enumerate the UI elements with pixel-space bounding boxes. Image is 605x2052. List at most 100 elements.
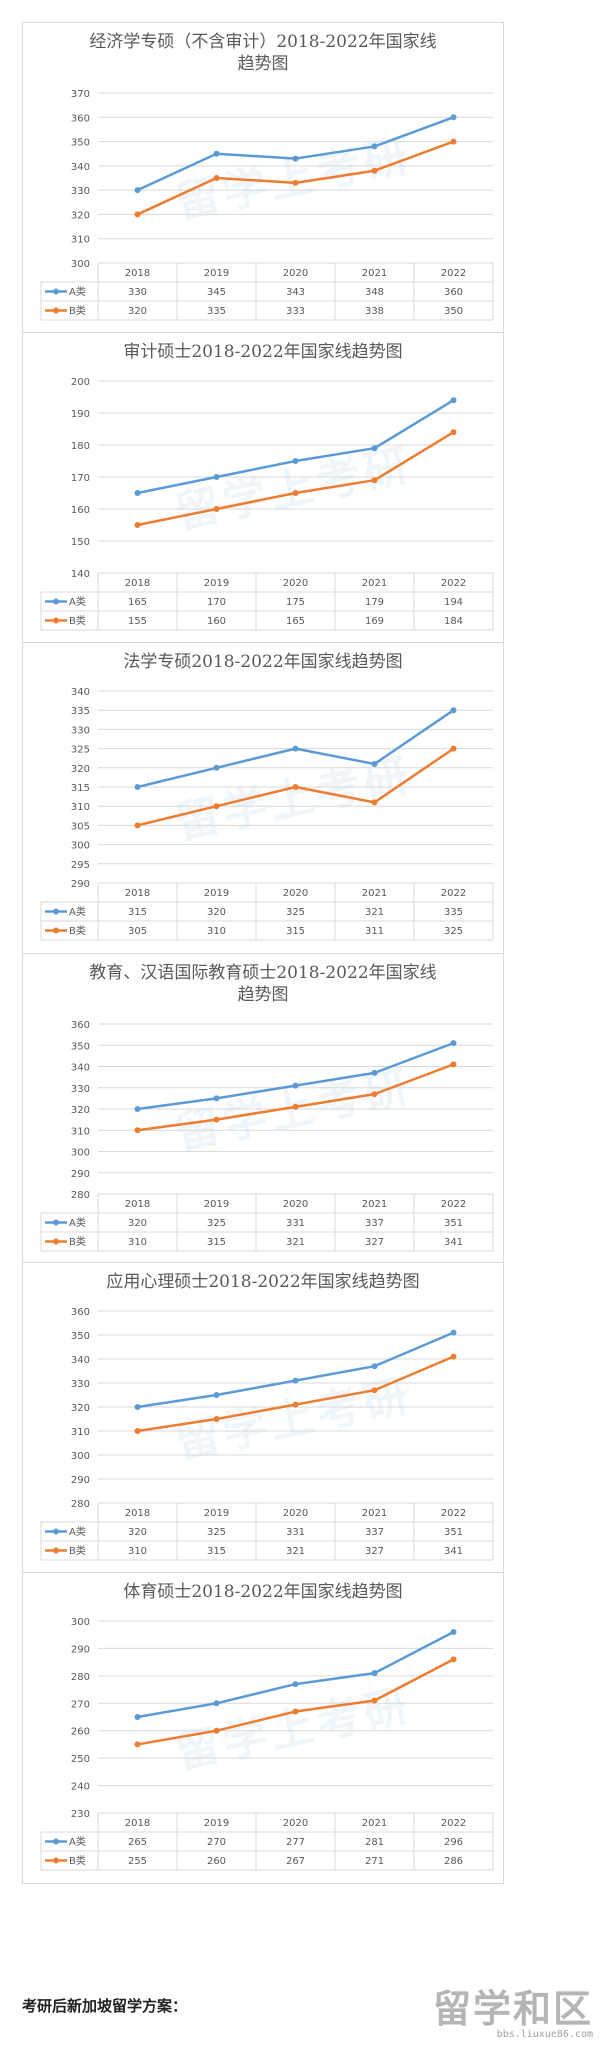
data-point: [134, 1106, 141, 1112]
chart-svg: 290 295 300 305 310 315 320 325 330 335 340 2018 201…: [40, 687, 494, 941]
section-heading: 考研后新加坡留学方案：: [22, 1997, 188, 2015]
table-value: 341: [444, 1237, 463, 1248]
data-point: [213, 1095, 220, 1102]
x-tick-label: 2018: [125, 578, 150, 589]
data-point: [213, 764, 220, 771]
data-point: [134, 490, 141, 496]
x-tick-label: 2021: [362, 578, 387, 589]
table-value: 325: [207, 1218, 226, 1229]
y-tick-label: 360: [71, 1307, 90, 1318]
data-point: [371, 1387, 378, 1394]
data-point: [371, 1069, 378, 1076]
legend-marker: [53, 908, 59, 915]
y-tick-label: 295: [71, 860, 90, 871]
data-point: [213, 1700, 220, 1707]
y-tick-label: 280: [71, 1672, 90, 1683]
table-value: 320: [128, 1218, 147, 1229]
series-line-a: [137, 1041, 454, 1111]
data-point: [134, 784, 141, 790]
data-point: [292, 784, 299, 790]
y-tick-label: 260: [71, 1727, 90, 1738]
table-value: 320: [207, 907, 226, 918]
data-point: [450, 114, 457, 121]
y-tick-label: 320: [71, 764, 90, 775]
table-value: 321: [286, 1237, 305, 1248]
data-point: [371, 477, 378, 484]
legend-marker: [53, 1547, 59, 1554]
y-tick-label: 350: [71, 138, 90, 149]
site-logo-url: bbs.liuxue86.com: [496, 2029, 593, 2040]
data-point: [450, 1656, 457, 1663]
legend-marker: [53, 1528, 59, 1535]
table-value: 305: [128, 926, 147, 937]
table-value: 327: [365, 1237, 384, 1248]
series-line-a: [137, 1630, 455, 1719]
x-tick-label: 2019: [204, 1508, 229, 1519]
table-value: 333: [286, 306, 305, 317]
data-point: [292, 490, 299, 496]
chart-svg: 280 290 300 310 320 330 340 350 360 2018 2019 2020 2…: [40, 1020, 494, 1252]
data-point: [292, 1681, 299, 1688]
y-tick-label: 270: [71, 1699, 90, 1710]
data-point: [371, 1670, 378, 1677]
legend-label: B类: [69, 1854, 86, 1867]
data-point: [450, 1628, 457, 1635]
y-tick-label: 290: [71, 879, 90, 890]
table-value: 270: [207, 1837, 226, 1848]
x-tick-label: 2019: [204, 268, 229, 279]
x-tick-label: 2021: [362, 1508, 387, 1519]
chart-title: 法学专硕2018-2022年国家线趋势图: [123, 652, 403, 672]
legend-label: A类: [69, 1216, 86, 1229]
data-point: [292, 1377, 299, 1384]
y-tick-label: 190: [71, 409, 90, 420]
x-tick-label: 2022: [441, 888, 466, 899]
series-line-b: [137, 1658, 455, 1746]
chart-title: 应用心理硕士2018-2022年国家线趋势图: [106, 1272, 420, 1292]
legend-label: B类: [69, 614, 86, 627]
table-value: 325: [444, 926, 463, 937]
data-point: [213, 1416, 220, 1422]
table-value: 310: [207, 926, 226, 937]
table-value: 331: [286, 1527, 305, 1538]
y-tick-label: 160: [71, 505, 90, 516]
site-logo: 留学和区 bbs.liuxue86.com: [433, 1978, 593, 2040]
y-tick-label: 310: [71, 1126, 90, 1137]
data-point: [134, 187, 141, 194]
table-value: 310: [128, 1237, 147, 1248]
table-value: 281: [365, 1837, 384, 1848]
data-point: [450, 397, 457, 404]
legend-label: B类: [69, 304, 86, 317]
legend-label: B类: [69, 924, 86, 937]
table-value: 348: [365, 287, 384, 298]
table-value: 335: [207, 306, 226, 317]
series-line-a: [137, 1331, 454, 1409]
table-value: 310: [128, 1546, 147, 1557]
chart-panel: 体育硕士2018-2022年国家线趋势图 留学上考研 230 240 250 260 270…: [22, 1572, 504, 1884]
table-value: 320: [128, 306, 147, 317]
data-point: [450, 745, 457, 752]
legend-marker: [53, 1838, 59, 1845]
x-tick-label: 2021: [362, 1818, 387, 1829]
data-point: [371, 445, 378, 452]
table-value: 179: [365, 597, 384, 608]
legend-label: A类: [69, 905, 86, 918]
x-tick-label: 2018: [125, 1818, 150, 1829]
x-tick-label: 2020: [283, 1818, 308, 1829]
table-value: 327: [365, 1546, 384, 1557]
y-tick-label: 310: [71, 802, 90, 813]
y-tick-label: 200: [71, 377, 90, 388]
legend-marker: [53, 927, 59, 934]
x-tick-label: 2021: [362, 1199, 387, 1210]
legend-marker: [53, 1219, 59, 1226]
data-point: [213, 474, 220, 480]
x-tick-label: 2018: [125, 888, 150, 899]
y-tick-label: 340: [71, 162, 90, 173]
y-tick-label: 240: [71, 1782, 90, 1793]
table-value: 343: [286, 287, 305, 298]
table-value: 337: [365, 1527, 384, 1538]
data-point: [134, 1127, 141, 1134]
chart-svg: 140 150 160 170 180 190 200 2018 2019 2020 2021 202…: [40, 377, 494, 631]
x-tick-label: 2018: [125, 1199, 150, 1210]
table-value: 286: [444, 1856, 463, 1867]
series-line-a: [136, 116, 454, 192]
